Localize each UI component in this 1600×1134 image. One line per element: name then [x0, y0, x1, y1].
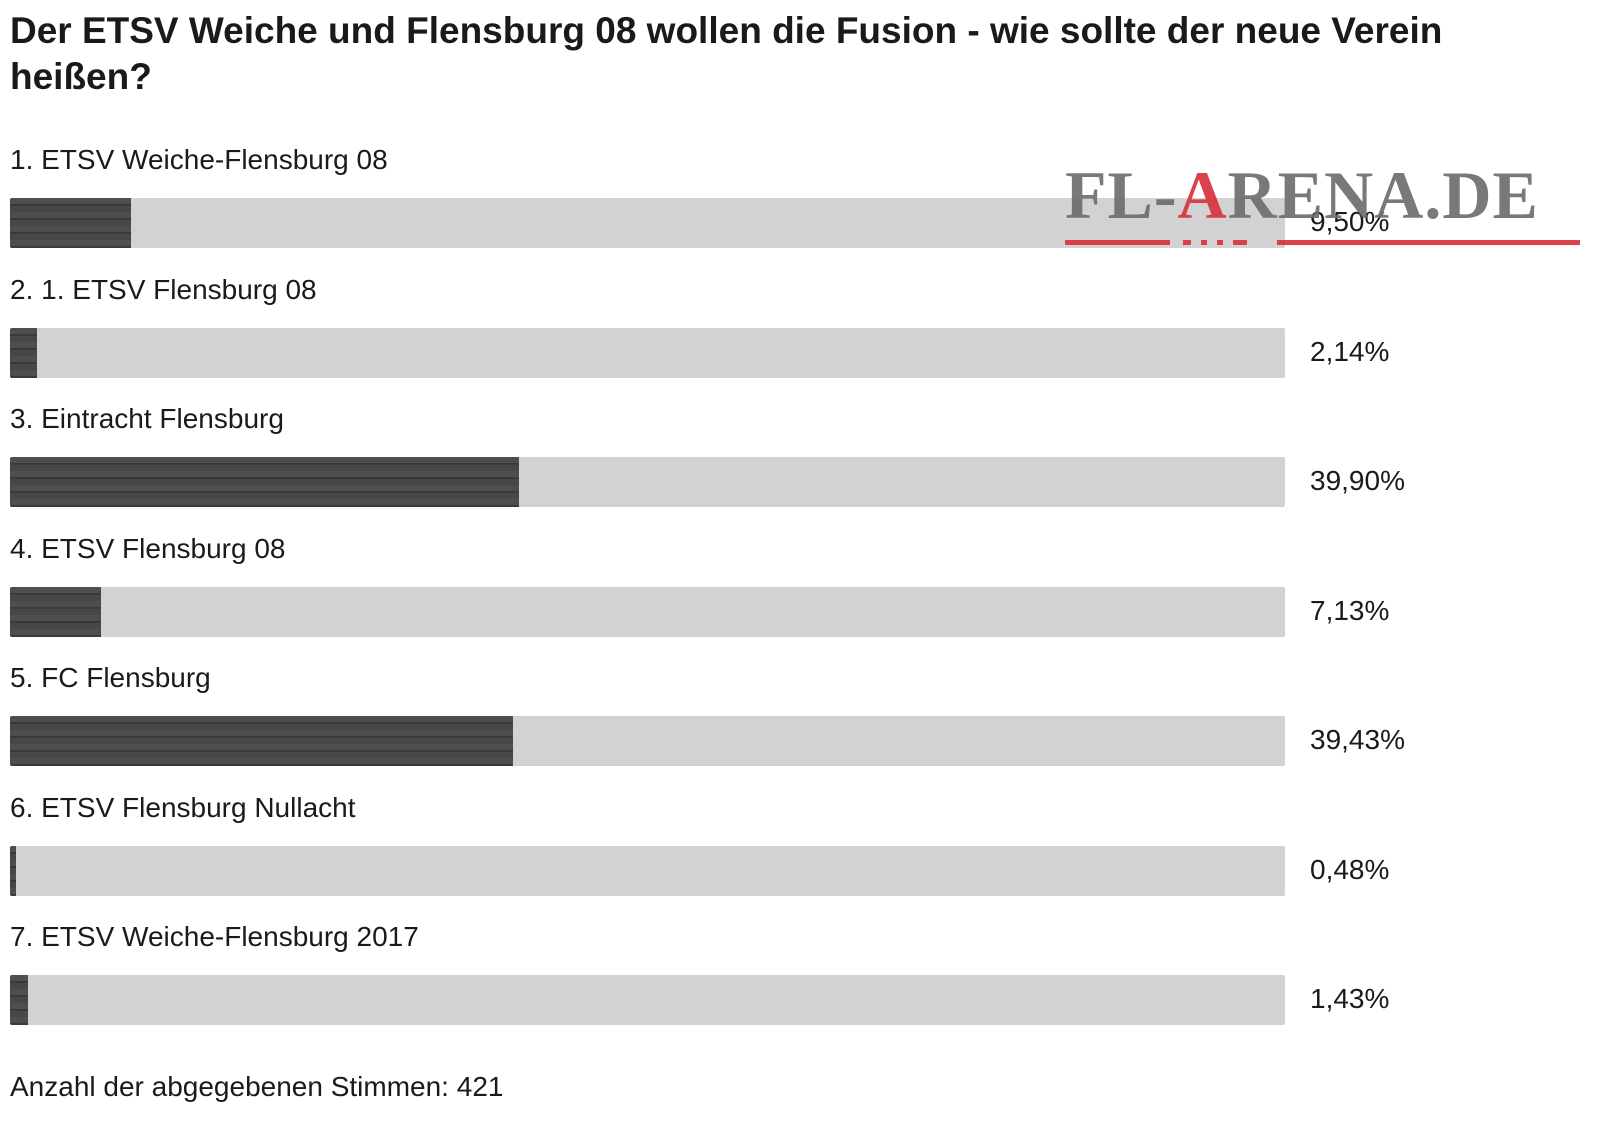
option-label: 3. Eintracht Flensburg [10, 403, 284, 434]
result-bar-fill [10, 975, 28, 1025]
result-bar-fill [10, 587, 101, 637]
option-percent: 7,13% [1310, 595, 1390, 626]
option-percent: 2,14% [1310, 336, 1390, 367]
result-bar-fill [10, 846, 16, 896]
option-percent: 39,90% [1310, 465, 1405, 496]
poll-option: 6. ETSV Flensburg Nullacht 0,48% [10, 791, 1590, 911]
option-percent: 1,43% [1310, 983, 1390, 1014]
result-bar [10, 587, 1285, 637]
option-percent: 0,48% [1310, 854, 1390, 885]
result-bar-fill [10, 716, 513, 766]
option-percent: 39,43% [1310, 724, 1405, 755]
poll-option: 3. Eintracht Flensburg 39,90% [10, 402, 1590, 522]
poll-option: 2. 1. ETSV Flensburg 08 2,14% [10, 273, 1590, 393]
result-bar-fill [10, 198, 131, 248]
poll-option: 5. FC Flensburg 39,43% [10, 661, 1590, 781]
option-percent: 9,50% [1310, 206, 1390, 237]
result-bar [10, 716, 1285, 766]
vote-count: Anzahl der abgegebenen Stimmen: 421 [10, 1071, 504, 1102]
result-bar [10, 975, 1285, 1025]
option-label: 4. ETSV Flensburg 08 [10, 533, 286, 564]
option-label: 6. ETSV Flensburg Nullacht [10, 792, 356, 823]
result-bar-fill [10, 457, 519, 507]
result-bar [10, 198, 1285, 248]
poll-option: 1. ETSV Weiche-Flensburg 08 9,50% [10, 143, 1590, 263]
poll-title: Der ETSV Weiche und Flensburg 08 wollen … [10, 10, 1443, 97]
result-bar-fill [10, 328, 37, 378]
option-label: 2. 1. ETSV Flensburg 08 [10, 274, 317, 305]
result-bar [10, 328, 1285, 378]
option-label: 5. FC Flensburg [10, 662, 211, 693]
poll-option: 4. ETSV Flensburg 08 7,13% [10, 532, 1590, 652]
option-label: 7. ETSV Weiche-Flensburg 2017 [10, 921, 419, 952]
option-label: 1. ETSV Weiche-Flensburg 08 [10, 144, 388, 175]
poll-option: 7. ETSV Weiche-Flensburg 2017 1,43% [10, 920, 1590, 1040]
result-bar [10, 457, 1285, 507]
result-bar [10, 846, 1285, 896]
